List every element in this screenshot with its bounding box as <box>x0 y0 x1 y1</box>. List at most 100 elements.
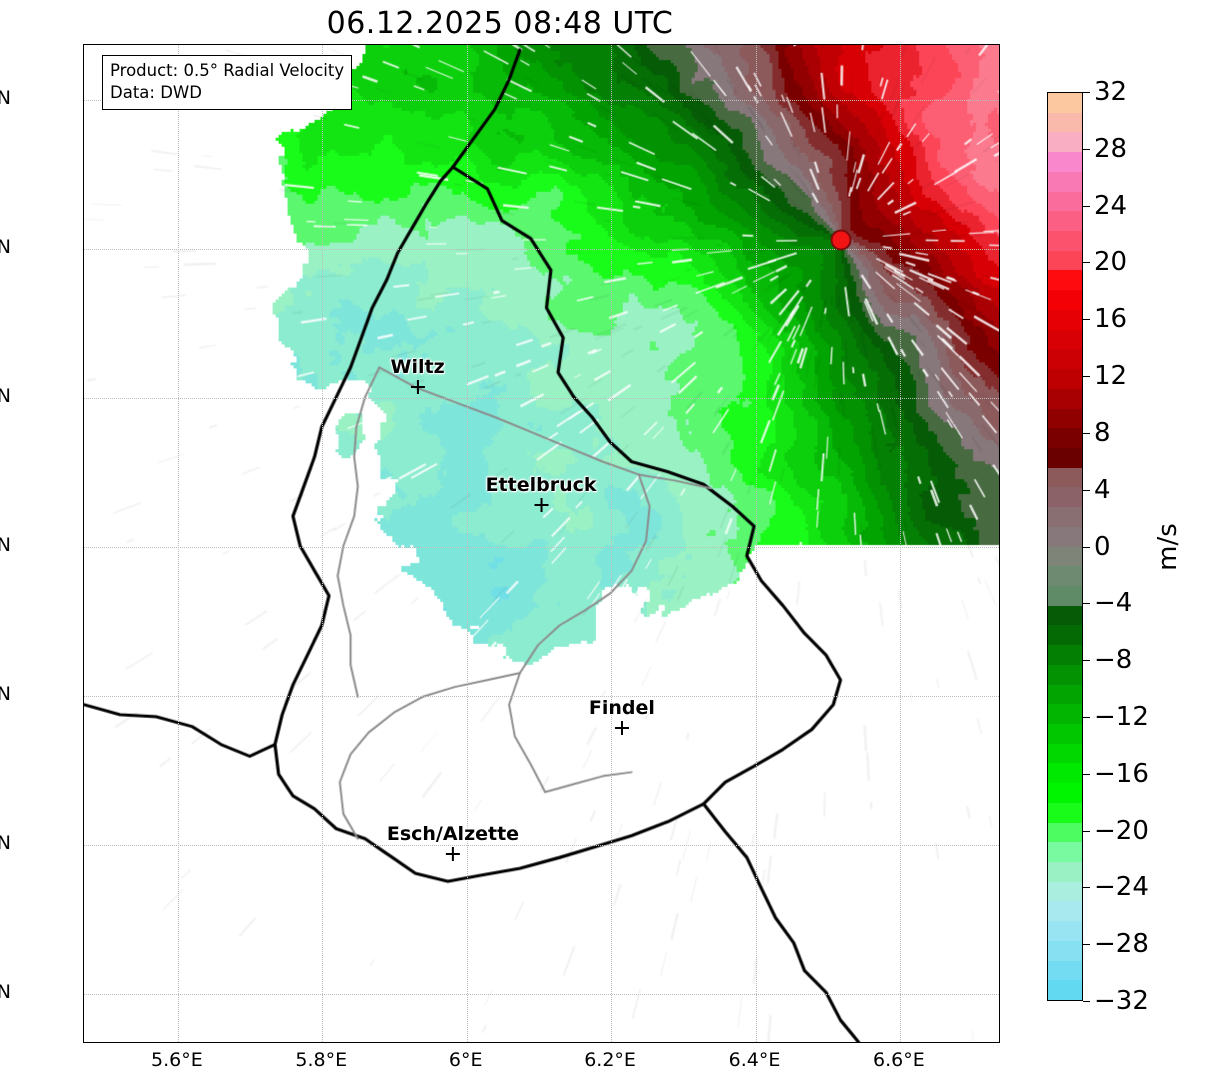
gridline-lon <box>756 45 757 1042</box>
colorbar-band-22 <box>1048 527 1082 547</box>
colorbar-band-1 <box>1048 113 1082 133</box>
colorbar-band-5 <box>1048 192 1082 212</box>
cross-icon <box>615 721 629 735</box>
gridline-lon <box>467 45 468 1042</box>
colorbar-band-23 <box>1048 547 1082 567</box>
radar-plot-area[interactable]: Wiltz Ettelbruck Findel Esch/Alzette Produc… <box>83 44 1000 1043</box>
colorbar-tick-1 <box>1083 149 1090 150</box>
colorbar-label-6: 8 <box>1094 418 1111 448</box>
colorbar-tick-14 <box>1083 887 1090 888</box>
colorbar-band-16 <box>1048 409 1082 429</box>
city-label: Wiltz <box>391 356 445 378</box>
page-title: 06.12.2025 08:48 UTC <box>0 6 1000 41</box>
colorbar-band-27 <box>1048 625 1082 645</box>
lon-tick-label-1: 5.8°E <box>261 1049 381 1071</box>
colorbar-label-4: 16 <box>1094 304 1127 334</box>
colorbar-tick-13 <box>1083 831 1090 832</box>
colorbar-band-36 <box>1048 803 1082 823</box>
product-info-box: Product: 0.5° Radial Velocity Data: DWD <box>102 55 352 110</box>
colorbar-band-42 <box>1048 921 1082 941</box>
colorbar-band-6 <box>1048 211 1082 231</box>
cross-icon <box>446 847 460 861</box>
colorbar-band-29 <box>1048 665 1082 685</box>
colorbar-band-26 <box>1048 606 1082 626</box>
colorbar-label-13: −20 <box>1094 816 1149 846</box>
colorbar-band-41 <box>1048 901 1082 921</box>
colorbar-label-0: 32 <box>1094 77 1127 107</box>
city-marker-ettelbruck: Ettelbruck <box>486 474 597 512</box>
colorbar-band-20 <box>1048 487 1082 507</box>
map-borders-overlay <box>84 45 999 1042</box>
city-label: Findel <box>589 697 655 719</box>
city-marker-wiltz: Wiltz <box>391 356 445 394</box>
gridline-lon <box>900 45 901 1042</box>
lat-tick-label-3: 49.8°N <box>0 534 11 556</box>
colorbar-band-3 <box>1048 152 1082 172</box>
colorbar-band-25 <box>1048 586 1082 606</box>
colorbar-units-label: m/s <box>1153 523 1183 571</box>
lon-tick-label-0: 5.6°E <box>117 1049 237 1071</box>
colorbar-band-19 <box>1048 468 1082 488</box>
velocity-colorbar[interactable] <box>1047 92 1083 1001</box>
radar-station-icon[interactable] <box>830 230 851 251</box>
colorbar-tick-12 <box>1083 774 1090 775</box>
colorbar-band-44 <box>1048 961 1082 981</box>
gridline-lat <box>84 249 999 250</box>
gridline-lat <box>84 547 999 548</box>
colorbar-tick-4 <box>1083 319 1090 320</box>
gridline-lat <box>84 696 999 697</box>
colorbar-tick-0 <box>1083 92 1090 93</box>
colorbar-tick-7 <box>1083 490 1090 491</box>
colorbar-band-30 <box>1048 685 1082 705</box>
colorbar-band-28 <box>1048 645 1082 665</box>
colorbar-gradient <box>1048 93 1082 1000</box>
city-label: Esch/Alzette <box>387 823 519 845</box>
colorbar-band-38 <box>1048 842 1082 862</box>
colorbar-band-32 <box>1048 724 1082 744</box>
colorbar-tick-11 <box>1083 717 1090 718</box>
colorbar-label-1: 28 <box>1094 134 1127 164</box>
colorbar-band-9 <box>1048 270 1082 290</box>
gridline-lon <box>178 45 179 1042</box>
colorbar-band-11 <box>1048 310 1082 330</box>
colorbar-band-34 <box>1048 763 1082 783</box>
gridline-lon <box>611 45 612 1042</box>
colorbar-band-39 <box>1048 862 1082 882</box>
colorbar-label-16: −32 <box>1094 986 1149 1016</box>
colorbar-band-18 <box>1048 448 1082 468</box>
gridline-lon <box>322 45 323 1042</box>
colorbar-tick-9 <box>1083 603 1090 604</box>
colorbar-band-37 <box>1048 823 1082 843</box>
colorbar-band-2 <box>1048 132 1082 152</box>
colorbar-label-5: 12 <box>1094 361 1127 391</box>
info-product-line: Product: 0.5° Radial Velocity <box>110 60 344 82</box>
colorbar-band-31 <box>1048 704 1082 724</box>
colorbar-label-7: 4 <box>1094 475 1111 505</box>
lat-tick-label-1: 50.1°N <box>0 236 11 258</box>
lon-tick-label-5: 6.6°E <box>839 1049 959 1071</box>
colorbar-tick-10 <box>1083 660 1090 661</box>
colorbar-band-35 <box>1048 783 1082 803</box>
lat-tick-label-5: 49.5°N <box>0 832 11 854</box>
gridline-lat <box>84 845 999 846</box>
colorbar-band-17 <box>1048 428 1082 448</box>
lat-tick-label-0: 50.25°N <box>0 87 11 109</box>
colorbar-tick-6 <box>1083 433 1090 434</box>
lon-tick-label-2: 6°E <box>406 1049 526 1071</box>
colorbar-tick-5 <box>1083 376 1090 377</box>
colorbar-band-43 <box>1048 941 1082 961</box>
colorbar-label-2: 24 <box>1094 191 1127 221</box>
colorbar-band-14 <box>1048 369 1082 389</box>
colorbar-band-45 <box>1048 980 1082 1000</box>
colorbar-band-10 <box>1048 290 1082 310</box>
colorbar-band-7 <box>1048 231 1082 251</box>
city-label: Ettelbruck <box>486 474 597 496</box>
colorbar-tick-16 <box>1083 1001 1090 1002</box>
gridline-lat <box>84 398 999 399</box>
lon-tick-label-4: 6.4°E <box>695 1049 815 1071</box>
colorbar-band-21 <box>1048 507 1082 527</box>
colorbar-label-3: 20 <box>1094 247 1127 277</box>
colorbar-band-8 <box>1048 251 1082 271</box>
colorbar-band-15 <box>1048 389 1082 409</box>
cross-icon <box>411 380 425 394</box>
